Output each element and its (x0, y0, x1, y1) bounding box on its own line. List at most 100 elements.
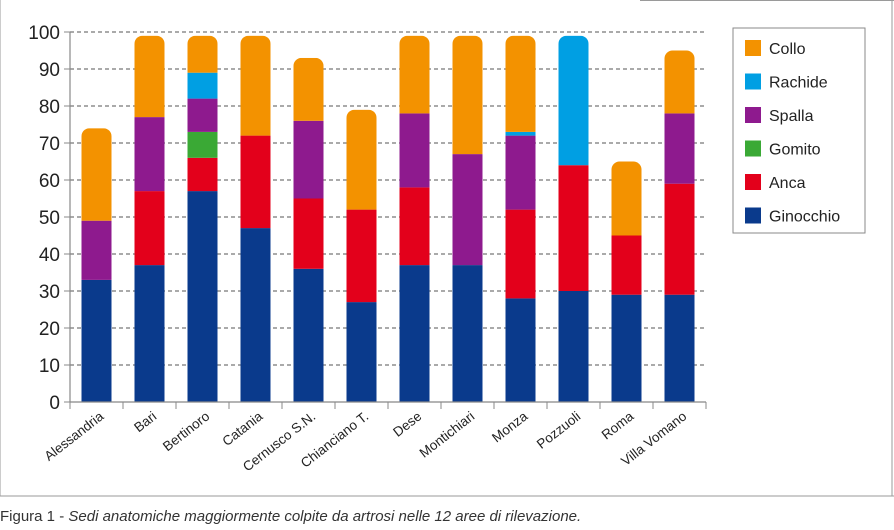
bar-segment-anca (187, 157, 218, 192)
y-tick-label: 90 (39, 60, 60, 81)
bar-segment-ginocchio (81, 279, 112, 402)
bar-segment-anca (240, 135, 271, 229)
legend-swatch (745, 73, 761, 90)
x-category-label: Dese (390, 409, 424, 440)
bar-stack (558, 35, 589, 402)
caption-text: Sedi anatomiche maggiormente colpite da … (68, 508, 582, 525)
y-tick-label: 50 (39, 208, 60, 229)
bar-segment-collo (452, 35, 483, 155)
bar-segment-ginocchio (664, 294, 695, 402)
bar-segment-spalla (81, 220, 112, 280)
legend-swatch (745, 174, 761, 190)
bar-segments (505, 35, 536, 402)
bar-segment-ginocchio (399, 265, 430, 402)
bar-segment-ginocchio (134, 265, 165, 402)
bar-segment-anca (346, 209, 377, 303)
bar-segment-ginocchio (346, 302, 377, 402)
bar-segment-spalla (505, 135, 536, 210)
y-tick-label: 100 (28, 23, 60, 44)
legend-box (732, 27, 866, 234)
bar-segment-spalla (399, 113, 430, 188)
x-category-label: Bertinoro (160, 409, 212, 455)
bar-segment-collo (187, 35, 218, 73)
bar-segment-anca (611, 235, 642, 295)
y-tick-label: 10 (39, 356, 60, 377)
bar-stack (293, 57, 324, 402)
y-tick-label: 60 (39, 171, 60, 192)
legend-label: Anca (769, 175, 806, 192)
x-category-label: Pozzuoli (534, 409, 583, 452)
bar-segments (346, 109, 377, 402)
x-category-label: Roma (599, 408, 637, 442)
bar-segment-rachide (505, 131, 536, 136)
figure-caption: Figura 1 - Sedi anatomiche maggiormente … (0, 508, 894, 530)
legend-label: Gomito (769, 142, 821, 159)
bar-segment-collo (134, 35, 165, 118)
bar-segment-collo (505, 35, 536, 132)
bar-segments (664, 50, 695, 402)
bar-segment-anca (664, 183, 695, 295)
bar-stack (664, 50, 695, 402)
legend-swatch (745, 140, 761, 157)
bar-segment-ginocchio (611, 294, 642, 402)
bar-stack (81, 128, 112, 402)
bar-segment-collo (399, 35, 430, 114)
bar-segments (240, 35, 271, 402)
x-category-label: Montichiari (417, 409, 478, 461)
bar-segment-anca (293, 198, 324, 269)
bar-stack (611, 161, 642, 402)
bar-segments (558, 35, 589, 402)
bar-segment-rachide (187, 72, 218, 99)
y-tick-label: 80 (39, 97, 60, 118)
bar-stack (134, 35, 165, 402)
bar-segment-ginocchio (240, 228, 271, 402)
caption-separator: - (55, 508, 69, 525)
legend: Collo Rachide Spalla Gomito Anca Ginocchio (732, 27, 866, 234)
bar-segment-spalla (187, 98, 218, 132)
y-tick-label: 0 (49, 393, 60, 414)
bar-segment-anca (134, 191, 165, 266)
bar-segment-collo (611, 161, 642, 236)
y-tick-label: 70 (39, 134, 60, 155)
bar-stack (399, 35, 430, 402)
chart-frame-lines (0, 0, 894, 497)
legend-label: Collo (769, 41, 806, 58)
bar-stack (505, 35, 536, 402)
y-tick-label: 20 (39, 319, 60, 340)
x-category-label: Catania (219, 408, 265, 449)
bars (81, 35, 695, 402)
x-category-label: Bari (131, 409, 159, 436)
bar-segments (134, 35, 165, 402)
bar-segment-ginocchio (293, 268, 324, 402)
legend-swatch (745, 207, 761, 224)
bar-segment-collo (293, 57, 324, 121)
caption-label: Figura 1 (0, 508, 56, 525)
bar-segment-spalla (452, 154, 483, 266)
bar-segment-ginocchio (452, 265, 483, 402)
bar-stack (240, 35, 271, 402)
legend-label: Spalla (769, 108, 814, 125)
bar-segment-collo (81, 128, 112, 221)
bar-segment-collo (346, 109, 377, 210)
bar-segments (452, 35, 483, 402)
y-tick-label: 30 (39, 282, 60, 303)
bar-stack (187, 35, 218, 402)
bar-segment-ginocchio (187, 191, 218, 402)
bar-stack (346, 109, 377, 402)
bar-stack (452, 35, 483, 402)
bar-segment-anca (558, 165, 589, 291)
bar-segments (611, 161, 642, 402)
bar-segment-ginocchio (558, 291, 589, 402)
legend-label: Ginocchio (769, 209, 840, 226)
bar-segment-spalla (664, 113, 695, 184)
legend-swatch (745, 40, 761, 56)
legend-label: Rachide (769, 75, 828, 92)
bar-segment-collo (664, 50, 695, 114)
bar-segment-anca (505, 209, 536, 299)
y-tick-label: 40 (39, 245, 60, 266)
x-category-label: Monza (489, 408, 531, 445)
bar-segment-rachide (558, 35, 589, 166)
bar-segment-spalla (293, 120, 324, 199)
bar-segments (187, 35, 218, 402)
